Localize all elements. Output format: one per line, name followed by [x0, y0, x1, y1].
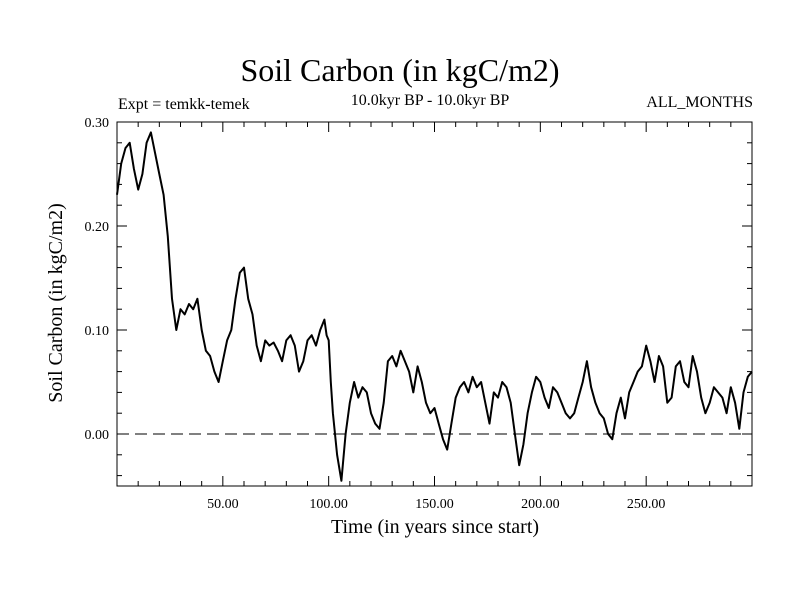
months-label: ALL_MONTHS: [646, 94, 753, 111]
period-label: 10.0kyr BP - 10.0kyr BP: [350, 92, 510, 109]
plot-frame: [116, 121, 753, 487]
y-tick-label: 0.10: [85, 324, 110, 339]
x-tick-label: 200.00: [521, 497, 560, 512]
y-tick-label: 0.20: [85, 220, 110, 235]
x-axis-title: Time (in years since start): [331, 516, 539, 538]
x-tick-label: 250.00: [627, 497, 666, 512]
tick-labels: 50.00 100.00 150.00 200.00 250.00 0.00 0.10 0.2…: [85, 116, 666, 512]
x-tick-label: 100.00: [309, 497, 348, 512]
series-line-soil-carbon: [116, 131, 753, 482]
series-layer: [116, 131, 753, 482]
x-tick-label: 50.00: [207, 497, 239, 512]
y-tick-label: 0.30: [85, 116, 110, 131]
axis-ticks: [117, 122, 752, 486]
chart-title: Soil Carbon (in kgC/m2): [240, 52, 560, 88]
x-tick-label: 150.00: [415, 497, 454, 512]
plot-area: [116, 121, 753, 487]
experiment-label: Expt = temkk-temek: [118, 96, 250, 113]
y-axis-title: Soil Carbon (in kgC/m2): [45, 203, 67, 402]
y-tick-label: 0.00: [85, 428, 110, 443]
